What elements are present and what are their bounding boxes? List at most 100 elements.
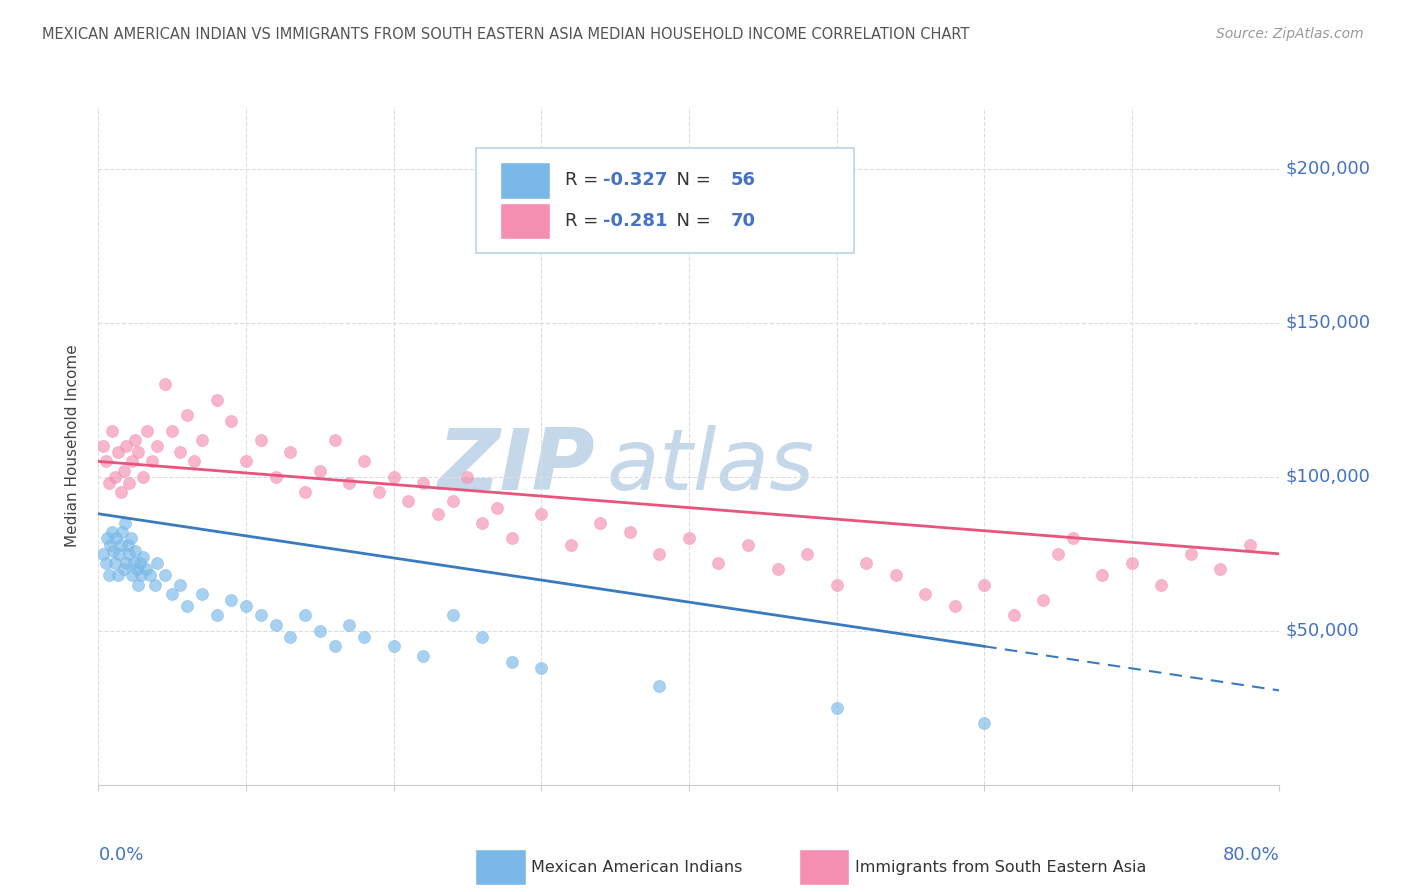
Point bbox=[766, 562, 789, 576]
Point bbox=[141, 454, 163, 468]
Point bbox=[1032, 593, 1054, 607]
Point bbox=[707, 556, 730, 570]
Point bbox=[114, 516, 136, 530]
Point bbox=[205, 392, 228, 407]
Point bbox=[183, 454, 205, 468]
Point bbox=[382, 470, 405, 484]
Point bbox=[250, 608, 273, 623]
Point bbox=[501, 655, 523, 669]
Point bbox=[176, 599, 198, 614]
Point bbox=[132, 470, 155, 484]
Point bbox=[353, 454, 375, 468]
Text: N =: N = bbox=[665, 212, 717, 230]
Text: N =: N = bbox=[665, 171, 717, 189]
Point bbox=[127, 577, 149, 591]
Point bbox=[91, 439, 114, 453]
Point bbox=[1121, 556, 1143, 570]
FancyBboxPatch shape bbox=[501, 162, 550, 199]
Point bbox=[973, 577, 995, 591]
Point bbox=[112, 464, 135, 478]
Point bbox=[108, 547, 131, 561]
Point bbox=[107, 568, 129, 582]
Point bbox=[235, 454, 257, 468]
Text: $200,000: $200,000 bbox=[1285, 160, 1371, 178]
Text: $50,000: $50,000 bbox=[1285, 622, 1360, 640]
Text: Immigrants from South Eastern Asia: Immigrants from South Eastern Asia bbox=[855, 860, 1146, 874]
Point bbox=[129, 568, 152, 582]
Point bbox=[205, 608, 228, 623]
Point bbox=[111, 525, 134, 540]
Point bbox=[678, 532, 700, 546]
Point bbox=[97, 568, 120, 582]
Point bbox=[94, 556, 117, 570]
Point bbox=[103, 543, 125, 558]
Point bbox=[943, 599, 966, 614]
Point bbox=[648, 547, 671, 561]
Text: Mexican American Indians: Mexican American Indians bbox=[531, 860, 742, 874]
Point bbox=[132, 549, 155, 564]
Point bbox=[456, 470, 478, 484]
Point bbox=[94, 454, 117, 468]
Point bbox=[124, 433, 146, 447]
Point bbox=[914, 587, 936, 601]
Point bbox=[471, 630, 494, 644]
Point bbox=[121, 568, 143, 582]
Point bbox=[471, 516, 494, 530]
Point bbox=[153, 377, 176, 392]
Point bbox=[1002, 608, 1025, 623]
Text: 70: 70 bbox=[730, 212, 755, 230]
Point bbox=[825, 577, 848, 591]
Point bbox=[441, 494, 464, 508]
Point bbox=[127, 445, 149, 459]
Point bbox=[323, 640, 346, 654]
Point bbox=[176, 408, 198, 422]
Point bbox=[1062, 532, 1084, 546]
Y-axis label: Median Household Income: Median Household Income bbox=[65, 344, 80, 548]
Point bbox=[353, 630, 375, 644]
Point bbox=[530, 661, 553, 675]
Text: 0.0%: 0.0% bbox=[98, 846, 143, 864]
Point bbox=[115, 439, 138, 453]
Point bbox=[121, 454, 143, 468]
Point bbox=[278, 630, 302, 644]
Point bbox=[648, 679, 671, 693]
Point bbox=[441, 608, 464, 623]
Point bbox=[737, 538, 759, 552]
Point bbox=[294, 485, 316, 500]
Point bbox=[235, 599, 257, 614]
Point bbox=[100, 525, 122, 540]
Point bbox=[1180, 547, 1202, 561]
Text: 56: 56 bbox=[730, 171, 755, 189]
Point bbox=[100, 424, 122, 438]
Point bbox=[146, 556, 169, 570]
Point bbox=[412, 475, 434, 490]
Text: -0.281: -0.281 bbox=[603, 212, 668, 230]
Point bbox=[309, 464, 332, 478]
Point bbox=[486, 500, 509, 515]
Point bbox=[105, 532, 128, 546]
Point bbox=[128, 556, 150, 570]
Point bbox=[264, 470, 287, 484]
Point bbox=[589, 516, 612, 530]
Point bbox=[337, 475, 360, 490]
Text: R =: R = bbox=[565, 171, 605, 189]
Point bbox=[110, 538, 132, 552]
Point bbox=[125, 562, 148, 576]
Point bbox=[122, 556, 145, 570]
Point bbox=[219, 414, 243, 428]
Point bbox=[855, 556, 877, 570]
Point bbox=[191, 587, 214, 601]
Point bbox=[139, 568, 162, 582]
Point bbox=[619, 525, 641, 540]
Point bbox=[135, 562, 157, 576]
Point bbox=[124, 543, 146, 558]
Point bbox=[153, 568, 176, 582]
Point bbox=[146, 439, 169, 453]
Point bbox=[1209, 562, 1232, 576]
Point bbox=[169, 577, 191, 591]
Point bbox=[264, 617, 287, 632]
Point bbox=[368, 485, 391, 500]
Text: atlas: atlas bbox=[606, 425, 814, 508]
Point bbox=[396, 494, 419, 508]
Point bbox=[250, 433, 273, 447]
